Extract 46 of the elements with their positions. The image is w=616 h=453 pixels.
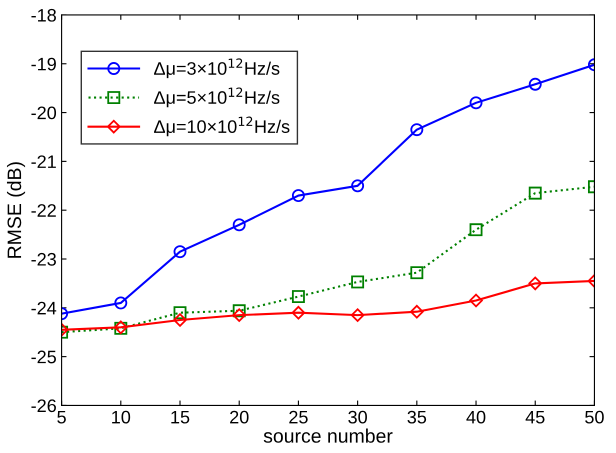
y-tick-label: -23 bbox=[31, 252, 56, 266]
x-tick-label: 10 bbox=[112, 410, 130, 424]
legend-label: Δμ=5×10$^{12}$Hz/s bbox=[154, 87, 280, 108]
point bbox=[232, 304, 246, 318]
point bbox=[350, 308, 364, 322]
point bbox=[528, 78, 542, 91]
x-tick-label: 15 bbox=[171, 410, 190, 424]
x-tick-label: 30 bbox=[348, 410, 367, 424]
x-tick-label: 45 bbox=[526, 410, 545, 424]
point bbox=[410, 304, 424, 319]
point bbox=[470, 96, 482, 110]
point bbox=[232, 308, 246, 322]
y-tick-label: -24 bbox=[31, 302, 56, 314]
point bbox=[174, 306, 186, 320]
y-tick-label: -19 bbox=[31, 58, 56, 70]
legend-label: Δμ=10×10$^{12}$Hz/s bbox=[154, 116, 290, 136]
point bbox=[351, 275, 364, 288]
x-tick-label: 40 bbox=[466, 410, 486, 424]
x-axis-title: source number bbox=[264, 428, 393, 443]
x-tick-label: 25 bbox=[289, 410, 308, 424]
point bbox=[292, 189, 305, 202]
point bbox=[469, 294, 483, 308]
point bbox=[528, 186, 542, 200]
legend-label: Δμ=3×10$^{12}$Hz/s bbox=[154, 58, 280, 78]
point bbox=[410, 123, 424, 136]
x-tick-label: 20 bbox=[230, 410, 249, 424]
y-tick-label: -20 bbox=[31, 106, 56, 120]
y-tick-label: -21 bbox=[31, 155, 56, 168]
y-tick-label: -22 bbox=[31, 204, 56, 217]
y-tick-label: -25 bbox=[31, 350, 56, 364]
point bbox=[410, 266, 424, 280]
point bbox=[174, 245, 186, 258]
point bbox=[173, 313, 187, 327]
x-tick-label: 35 bbox=[407, 410, 426, 424]
y-tick-label: -26 bbox=[31, 399, 56, 412]
point bbox=[351, 179, 364, 192]
y-axis-title: RMSE (dB) bbox=[6, 162, 26, 258]
point bbox=[114, 296, 128, 310]
y-tick-label: -18 bbox=[31, 8, 56, 22]
point bbox=[470, 223, 482, 236]
point bbox=[528, 276, 542, 290]
point bbox=[292, 290, 305, 304]
point bbox=[232, 218, 246, 232]
x-tick-label: 5 bbox=[57, 410, 66, 424]
point bbox=[292, 306, 306, 320]
x-tick-label: 50 bbox=[585, 410, 604, 424]
